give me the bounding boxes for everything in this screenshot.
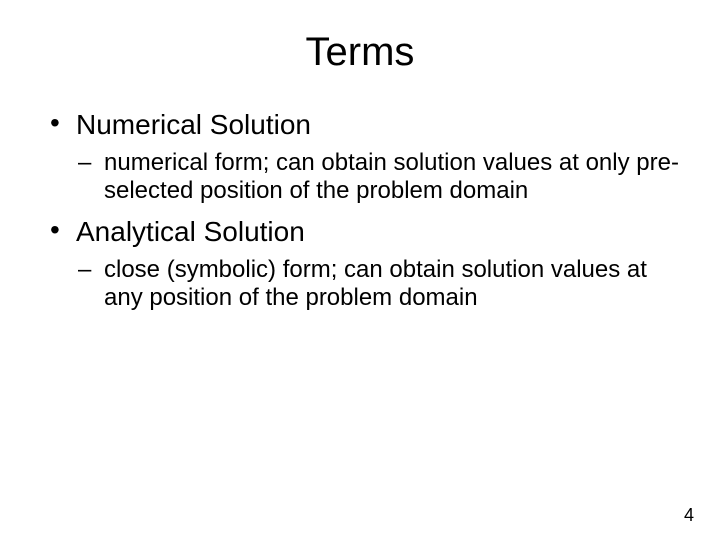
page-number: 4 [684, 505, 694, 526]
sub-list-item: close (symbolic) form; can obtain soluti… [76, 256, 680, 313]
sub-list-item-text: numerical form; can obtain solution valu… [104, 149, 679, 204]
list-item-label: Numerical Solution [76, 109, 311, 140]
slide-content: Numerical Solution numerical form; can o… [40, 109, 680, 312]
sub-bullet-list: close (symbolic) form; can obtain soluti… [76, 256, 680, 313]
list-item-label: Analytical Solution [76, 216, 305, 247]
sub-list-item: numerical form; can obtain solution valu… [76, 149, 680, 206]
list-item: Analytical Solution close (symbolic) for… [48, 216, 680, 313]
slide-title: Terms [40, 30, 680, 75]
sub-list-item-text: close (symbolic) form; can obtain soluti… [104, 256, 647, 311]
bullet-list: Numerical Solution numerical form; can o… [48, 109, 680, 312]
list-item: Numerical Solution numerical form; can o… [48, 109, 680, 206]
sub-bullet-list: numerical form; can obtain solution valu… [76, 149, 680, 206]
slide: Terms Numerical Solution numerical form;… [0, 0, 720, 540]
